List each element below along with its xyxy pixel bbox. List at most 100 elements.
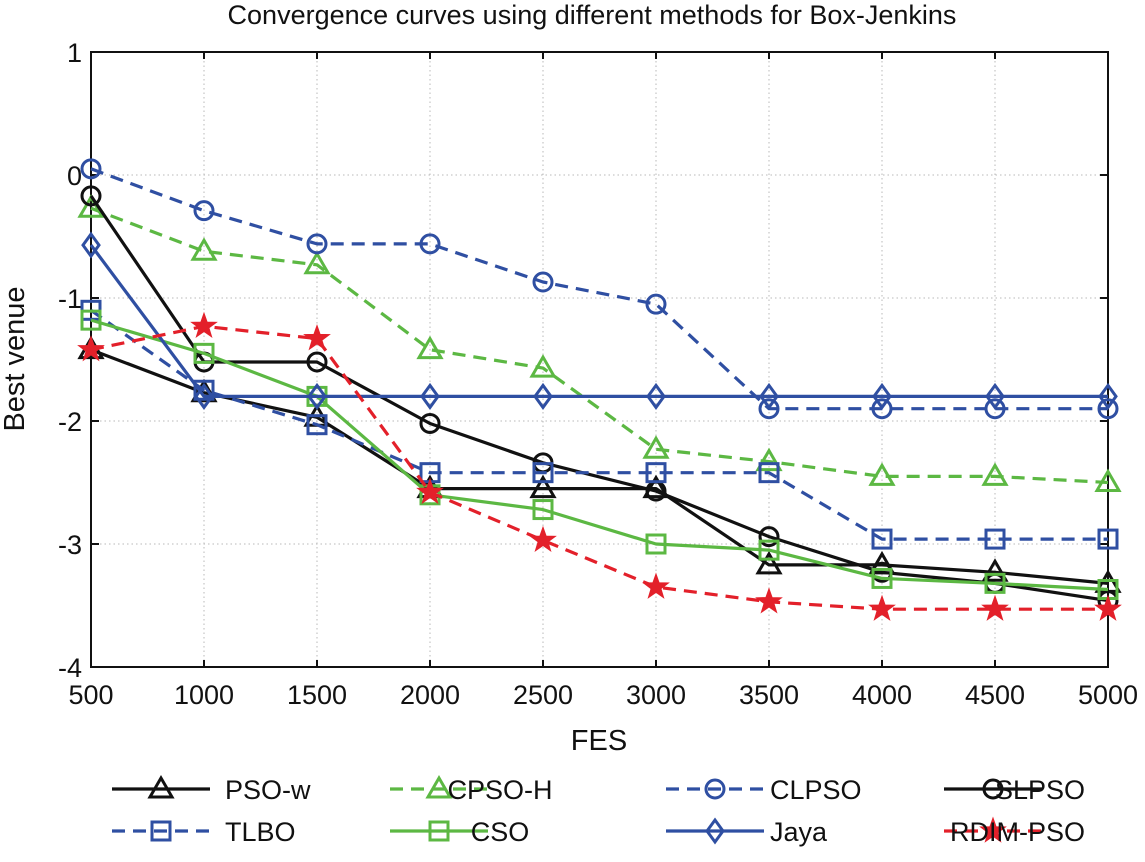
data-point-slpso <box>758 526 780 548</box>
legend-marker-cpso-h <box>425 775 453 799</box>
x-tick-label: 3000 <box>626 680 686 710</box>
x-tick-label: 2000 <box>400 680 460 710</box>
legend-label-pso-w: PSO-w <box>225 775 311 805</box>
data-point-pso-w <box>529 474 557 499</box>
data-point-jaya <box>872 382 892 410</box>
y-tick-label: 1 <box>67 38 82 68</box>
data-point-pso-w <box>981 558 1009 582</box>
data-point-tlbo <box>1097 528 1119 550</box>
data-point-clpso <box>532 271 554 293</box>
series-clpso <box>80 158 1119 420</box>
series-line-rdim-pso <box>90 324 1108 611</box>
data-point-clpso <box>193 200 215 222</box>
x-axis-label: FES <box>571 725 627 757</box>
series-line-tlbo <box>90 308 1108 541</box>
legend-item-slpso: SLPSO <box>944 775 1085 805</box>
series-line-clpso <box>90 167 1108 411</box>
data-point-jaya <box>1098 382 1118 410</box>
data-point-tlbo <box>532 462 554 484</box>
data-point-cso <box>871 567 893 589</box>
legend-label-cpso-h: CPSO-H <box>447 775 552 805</box>
axis-ticks: 500 1000 1500 2000 2500 3000 3500 4000 4500 5000 1… <box>58 38 1138 710</box>
data-point-clpso <box>1097 398 1119 420</box>
data-point-tlbo <box>871 528 893 550</box>
data-point-cso <box>758 539 780 561</box>
x-tick-label: 1000 <box>174 680 234 710</box>
chart-title: Convergence curves using different metho… <box>228 0 957 30</box>
y-tick-label: -4 <box>58 653 82 683</box>
legend-item-pso-w: PSO-w <box>112 775 311 805</box>
legend: PSO-w CPSO-H CLPSO SLPSO TLBO CSO Jaya RDIM-PSO <box>112 775 1085 847</box>
data-point-jaya <box>759 382 779 410</box>
legend-label-clpso: CLPSO <box>770 775 862 805</box>
legend-marker-cso <box>428 820 450 842</box>
data-point-cpso-h <box>190 237 218 261</box>
data-point-cpso-h <box>868 462 896 486</box>
series-tlbo <box>80 299 1119 550</box>
data-point-clpso <box>306 233 328 255</box>
data-point-cso <box>80 309 102 331</box>
series-line-cpso-h <box>90 206 1109 485</box>
x-tick-label: 2500 <box>513 680 573 710</box>
legend-marker-pso-w <box>147 775 175 799</box>
x-tick-label: 3500 <box>739 680 799 710</box>
legend-label-rdim-pso: RDIM-PSO <box>950 817 1085 847</box>
data-point-rdim-pso <box>1094 594 1122 621</box>
legend-item-cso: CSO <box>390 817 529 847</box>
data-point-cpso-h <box>416 335 444 360</box>
data-point-cso <box>532 499 554 521</box>
data-point-tlbo <box>306 414 328 436</box>
legend-item-rdim-pso: RDIM-PSO <box>944 816 1085 847</box>
data-point-clpso <box>419 233 441 255</box>
series-cpso-h <box>77 194 1122 492</box>
data-point-cpso-h <box>642 435 670 459</box>
data-point-rdim-pso <box>529 525 557 553</box>
data-point-rdim-pso <box>642 572 670 599</box>
data-point-pso-w <box>755 550 783 575</box>
legend-label-slpso: SLPSO <box>995 775 1085 805</box>
series-rdim-pso <box>77 311 1122 621</box>
data-point-rdim-pso <box>868 594 896 621</box>
data-point-jaya <box>985 382 1005 410</box>
legend-marker-clpso <box>704 778 726 800</box>
legend-marker-rdim-pso <box>979 816 1007 843</box>
legend-label-jaya: Jaya <box>770 817 828 847</box>
legend-item-clpso: CLPSO <box>666 775 862 805</box>
data-point-cpso-h <box>755 447 783 472</box>
y-axis-label: Best venue <box>0 286 31 431</box>
data-point-rdim-pso <box>981 594 1009 621</box>
legend-marker-jaya <box>705 817 725 845</box>
data-point-rdim-pso <box>190 311 218 339</box>
y-tick-label: -2 <box>58 407 82 437</box>
y-tick-label: -1 <box>58 284 82 314</box>
data-point-jaya <box>533 382 553 410</box>
plot-area-frame <box>90 51 1109 668</box>
series-layer <box>77 158 1122 621</box>
data-point-cso <box>193 342 215 364</box>
data-point-tlbo <box>645 462 667 484</box>
legend-label-tlbo: TLBO <box>225 817 296 847</box>
x-tick-label: 1500 <box>287 680 347 710</box>
data-point-rdim-pso <box>303 324 331 351</box>
legend-item-cpso-h: CPSO-H <box>390 775 553 805</box>
data-point-jaya <box>81 231 101 259</box>
data-point-slpso <box>306 351 328 373</box>
data-point-cpso-h <box>529 354 557 378</box>
x-tick-label: 5000 <box>1078 680 1138 710</box>
data-point-jaya <box>307 382 327 410</box>
data-point-clpso <box>80 158 102 180</box>
data-point-cpso-h <box>303 250 331 275</box>
legend-label-cso: CSO <box>471 817 530 847</box>
grid <box>91 52 1108 667</box>
series-pso-w <box>77 335 1122 593</box>
series-line-pso-w <box>90 348 1109 585</box>
data-point-cpso-h <box>981 462 1009 486</box>
data-point-slpso <box>419 412 441 434</box>
data-point-jaya <box>194 382 214 410</box>
series-line-jaya <box>89 244 1108 398</box>
data-point-clpso <box>758 398 780 420</box>
y-tick-label: 0 <box>67 161 82 191</box>
data-point-cso <box>645 533 667 555</box>
data-point-pso-w <box>642 474 670 499</box>
